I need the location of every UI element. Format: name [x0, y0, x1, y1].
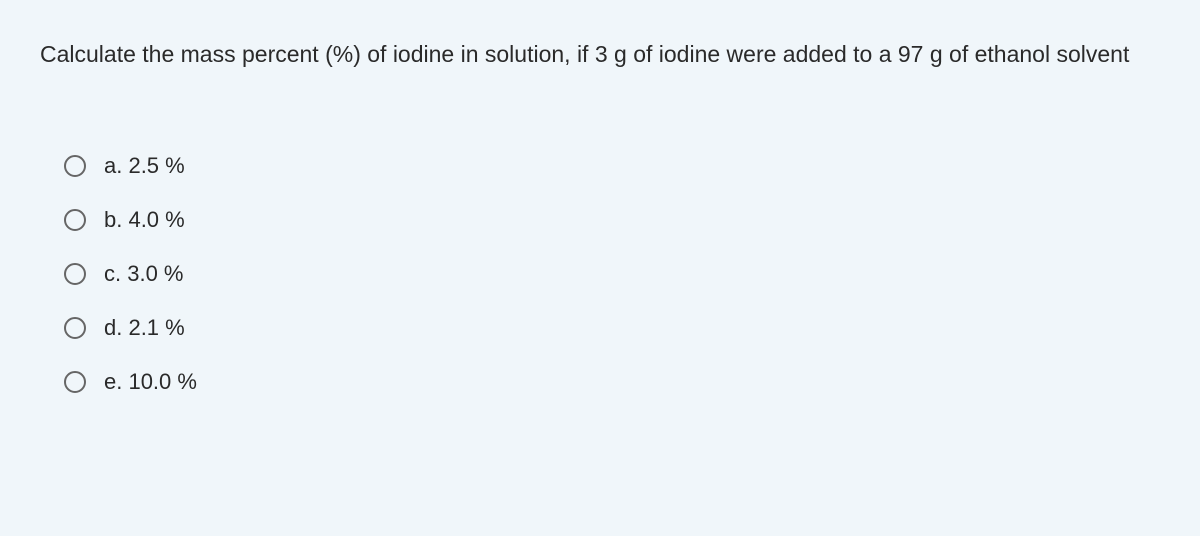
option-c[interactable]: c. 3.0 % [64, 261, 1160, 287]
radio-icon [64, 209, 86, 231]
radio-icon [64, 263, 86, 285]
question-container: Calculate the mass percent (%) of iodine… [0, 0, 1200, 536]
option-label: e. 10.0 % [104, 369, 197, 395]
option-a[interactable]: a. 2.5 % [64, 153, 1160, 179]
question-text: Calculate the mass percent (%) of iodine… [40, 36, 1160, 73]
option-label: a. 2.5 % [104, 153, 185, 179]
option-b[interactable]: b. 4.0 % [64, 207, 1160, 233]
option-label: c. 3.0 % [104, 261, 183, 287]
option-d[interactable]: d. 2.1 % [64, 315, 1160, 341]
option-label: b. 4.0 % [104, 207, 185, 233]
radio-icon [64, 371, 86, 393]
options-list: a. 2.5 % b. 4.0 % c. 3.0 % d. 2.1 % e. 1… [40, 153, 1160, 395]
option-e[interactable]: e. 10.0 % [64, 369, 1160, 395]
radio-icon [64, 317, 86, 339]
radio-icon [64, 155, 86, 177]
option-label: d. 2.1 % [104, 315, 185, 341]
